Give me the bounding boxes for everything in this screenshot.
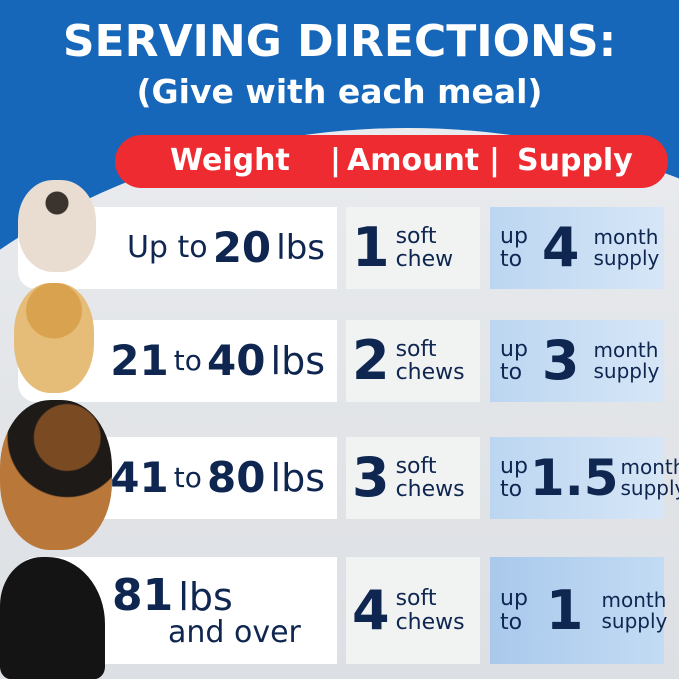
amount-number: 1 [352, 216, 390, 279]
table-row-amount: 1 soft chew [346, 207, 480, 289]
french-bulldog-image [18, 180, 96, 272]
supply-l1: month [601, 587, 667, 612]
weight-unit: lbs [276, 228, 325, 268]
supply-number: 1.5 [529, 449, 619, 507]
weight-text: to [173, 344, 202, 377]
up-text: up [500, 336, 528, 362]
table-row-amount: 4 soft chews [346, 557, 480, 664]
amount-l1: soft [395, 586, 437, 612]
weight-unit: lbs [270, 339, 325, 383]
supply-number: 3 [541, 329, 580, 392]
weight-number: 41 [110, 453, 169, 502]
up-text: up [500, 586, 528, 612]
up-to: up to [500, 338, 528, 384]
weight-number: 20 [212, 223, 272, 272]
golden-retriever-image [14, 283, 94, 393]
table-row-supply: up to 3 month supply [490, 320, 664, 402]
table-row-supply: up to 4 month supply [490, 207, 664, 289]
weight-unit: lbs [178, 574, 233, 619]
to-text: to [500, 477, 523, 502]
table-header: Weight | Amount | Supply [115, 135, 668, 188]
weight-text: to [173, 461, 202, 494]
supply-l2: supply [620, 476, 679, 500]
amount-l1: soft [395, 223, 437, 249]
amount-label: soft chews [396, 338, 465, 384]
up-text: up [500, 223, 528, 249]
amount-label: soft chews [396, 455, 465, 501]
header-amount: Amount [347, 143, 480, 178]
supply-number: 4 [541, 216, 580, 279]
supply-l1: month [593, 338, 659, 362]
weight-number: 80 [206, 453, 266, 502]
up-to: up to [500, 587, 528, 633]
weight-number: 81 [112, 569, 174, 621]
table-row-amount: 3 soft chews [346, 437, 480, 519]
weight-text: and over [168, 614, 301, 650]
table-row-amount: 2 soft chews [346, 320, 480, 402]
german-shepherd-image [0, 400, 112, 550]
supply-l1: month [593, 225, 659, 249]
weight-unit: lbs [270, 456, 325, 500]
to-text: to [500, 247, 523, 272]
page-subtitle: (Give with each meal) [136, 72, 543, 111]
great-dane-image [0, 557, 105, 679]
header-sep: | [330, 143, 341, 178]
amount-l2: chews [395, 609, 465, 635]
to-text: to [500, 360, 523, 385]
amount-label: soft chew [396, 225, 454, 271]
amount-l2: chew [395, 247, 454, 272]
weight-text: Up to [126, 230, 208, 265]
amount-l2: chews [395, 477, 465, 502]
table-row-supply: up to 1 month supply [490, 557, 667, 664]
header-weight: Weight [170, 143, 290, 178]
amount-number: 4 [352, 578, 390, 642]
supply-l1: month [620, 455, 679, 479]
amount-number: 3 [352, 446, 390, 509]
supply-l2: supply [601, 608, 668, 633]
to-text: to [500, 609, 523, 635]
header-sep: | [489, 143, 500, 178]
up-to: up to [500, 225, 528, 271]
weight-number: 21 [110, 336, 169, 385]
amount-l2: chews [395, 360, 465, 385]
amount-l1: soft [395, 336, 437, 362]
amount-number: 2 [352, 329, 390, 392]
page-title: SERVING DIRECTIONS: [62, 16, 617, 67]
amount-label: soft chews [396, 587, 465, 633]
amount-l1: soft [395, 453, 437, 479]
weight-number: 40 [206, 336, 266, 385]
supply-l2: supply [593, 246, 660, 270]
supply-l2: supply [593, 359, 660, 383]
up-to: up to [500, 455, 528, 501]
supply-number: 1 [545, 578, 584, 642]
header-supply: Supply [517, 143, 633, 178]
up-text: up [500, 453, 528, 479]
